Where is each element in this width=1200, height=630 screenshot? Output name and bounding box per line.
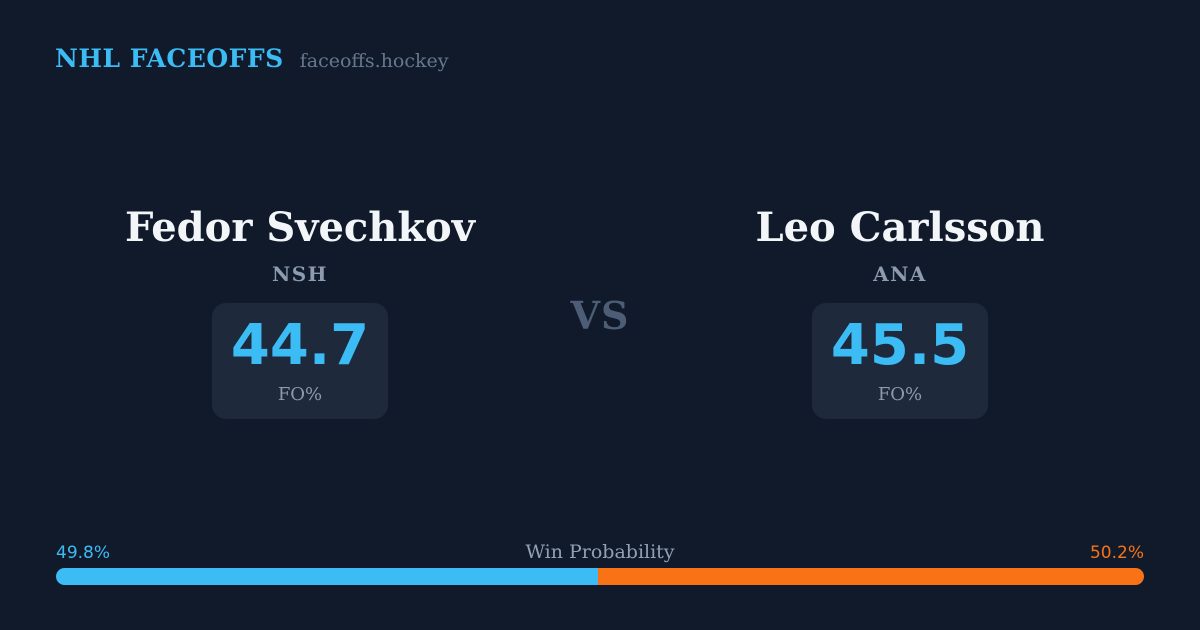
- win-probability-right-percent: 50.2%: [1089, 543, 1144, 563]
- player-right: Leo Carlsson ANA 45.5 FO%: [700, 205, 1100, 419]
- stat-label: FO%: [277, 384, 323, 405]
- stat-label: FO%: [877, 384, 923, 405]
- stat-value: 44.7: [230, 313, 370, 378]
- win-probability-labels: 49.8% Win Probability 50.2%: [56, 541, 1144, 563]
- win-bar-left: [56, 568, 598, 585]
- stat-card-left: 44.7 FO%: [212, 303, 388, 419]
- player-name: Fedor Svechkov: [125, 204, 475, 251]
- site-domain: faceoffs.hockey: [299, 50, 449, 72]
- vs-label: VS: [570, 293, 630, 338]
- win-probability-title: Win Probability: [525, 541, 675, 563]
- player-name: Leo Carlsson: [755, 204, 1045, 251]
- stat-card-right: 45.5 FO%: [812, 303, 988, 419]
- win-probability-bar: [56, 568, 1144, 585]
- brand-title: NHL FACEOFFS: [55, 44, 284, 73]
- win-bar-right: [597, 568, 1144, 585]
- player-team: ANA: [873, 262, 927, 286]
- win-probability-left-percent: 49.8%: [56, 543, 111, 563]
- player-left: Fedor Svechkov NSH 44.7 FO%: [100, 205, 500, 419]
- header: NHL FACEOFFS faceoffs.hockey: [55, 44, 449, 73]
- stat-value: 45.5: [830, 313, 970, 378]
- player-team: NSH: [271, 262, 329, 286]
